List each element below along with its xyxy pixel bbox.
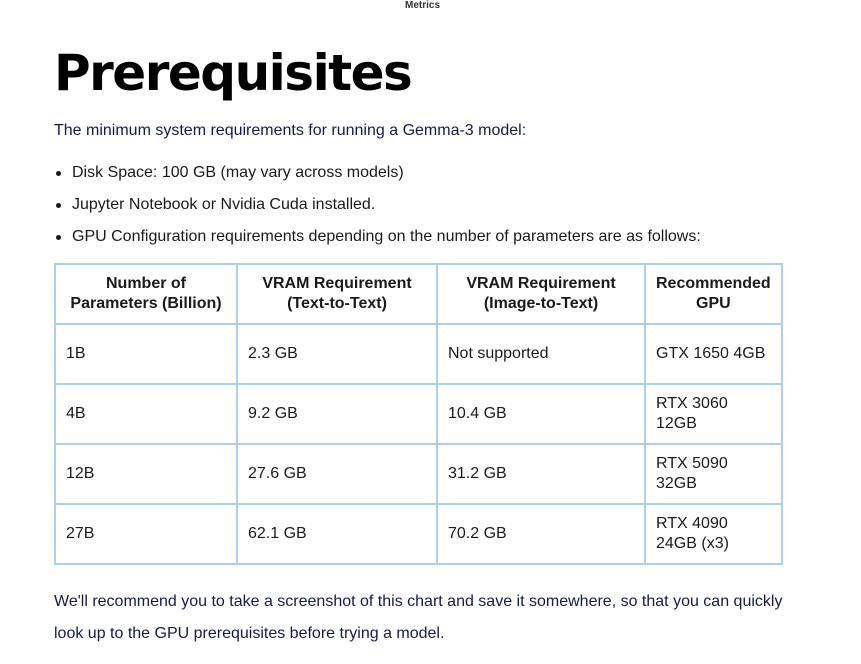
table-row: 12B 27.6 GB 31.2 GB RTX 5090 32GB — [54, 443, 783, 505]
cell-vram-image: Not supported — [436, 323, 646, 385]
cell-parameters: 1B — [54, 323, 238, 385]
top-metrics-label: Metrics — [404, 0, 440, 11]
table-row: 1B 2.3 GB Not supported GTX 1650 4GB — [54, 323, 783, 385]
header-vram-image: VRAM Requirement (Image-to-Text) — [436, 263, 646, 325]
cell-vram-text: 9.2 GB — [236, 383, 438, 445]
cell-vram-image: 10.4 GB — [436, 383, 646, 445]
cell-vram-image: 70.2 GB — [436, 503, 646, 565]
cell-parameters: 27B — [54, 503, 238, 565]
gpu-requirements-table: Number of Parameters (Billion) VRAM Requ… — [54, 263, 783, 565]
list-item: Jupyter Notebook or Nvidia Cuda installe… — [54, 195, 701, 227]
cell-gpu: RTX 4090 24GB (x3) — [644, 503, 783, 565]
table-row: 4B 9.2 GB 10.4 GB RTX 3060 12GB — [54, 383, 783, 445]
cell-gpu: RTX 3060 12GB — [644, 383, 783, 445]
list-item: Disk Space: 100 GB (may vary across mode… — [54, 163, 701, 195]
cell-vram-text: 62.1 GB — [236, 503, 438, 565]
cell-parameters: 12B — [54, 443, 238, 505]
requirements-list: Disk Space: 100 GB (may vary across mode… — [54, 163, 701, 259]
list-item: GPU Configuration requirements depending… — [54, 227, 701, 259]
cell-vram-text: 27.6 GB — [236, 443, 438, 505]
footer-note: We'll recommend you to take a screenshot… — [54, 593, 783, 642]
table-row: 27B 62.1 GB 70.2 GB RTX 4090 24GB (x3) — [54, 503, 783, 565]
page-title: Prerequisites — [54, 44, 413, 102]
intro-text: The minimum system requirements for runn… — [54, 122, 527, 139]
cell-gpu: GTX 1650 4GB — [644, 323, 783, 385]
table-header-row: Number of Parameters (Billion) VRAM Requ… — [54, 263, 783, 325]
cell-vram-text: 2.3 GB — [236, 323, 438, 385]
header-vram-text: VRAM Requirement (Text-to-Text) — [236, 263, 438, 325]
cell-parameters: 4B — [54, 383, 238, 445]
header-parameters: Number of Parameters (Billion) — [54, 263, 238, 325]
cell-gpu: RTX 5090 32GB — [644, 443, 783, 505]
cell-vram-image: 31.2 GB — [436, 443, 646, 505]
header-recommended-gpu: Recommended GPU — [644, 263, 783, 325]
